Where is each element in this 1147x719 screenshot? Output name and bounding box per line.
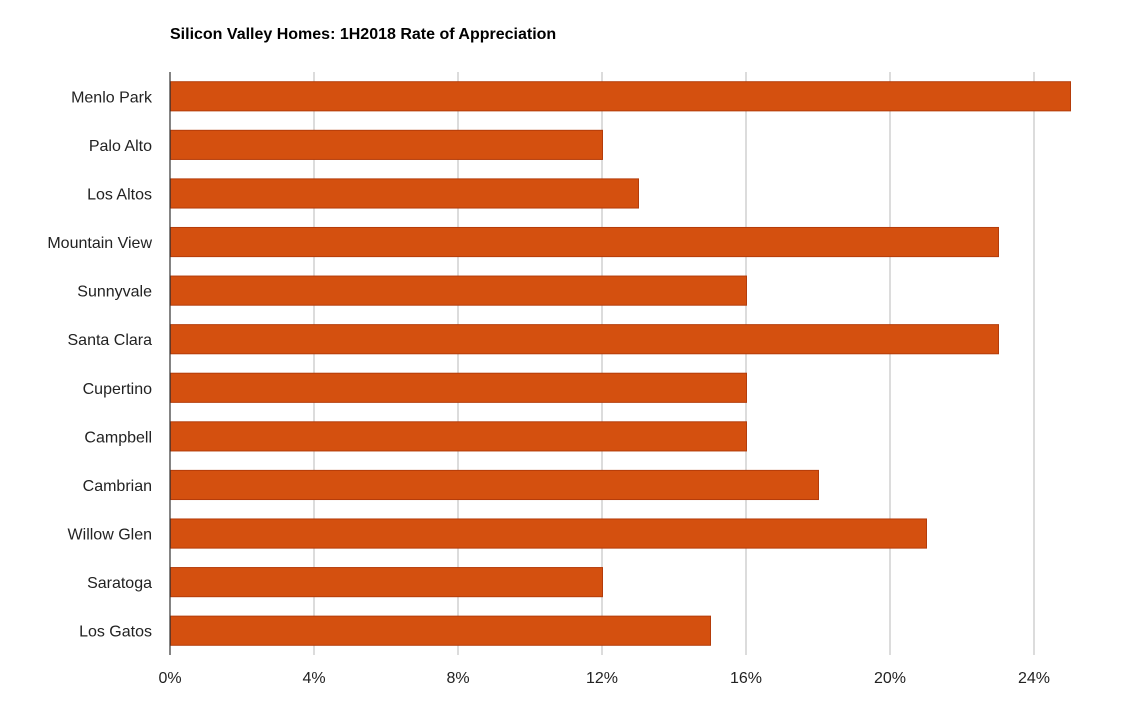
bar bbox=[170, 226, 999, 258]
x-tick-label: 4% bbox=[302, 670, 325, 687]
category-label: Mountain View bbox=[47, 235, 152, 252]
bar bbox=[170, 324, 999, 355]
category-label: Menlo Park bbox=[71, 89, 153, 106]
x-tick-label: 0% bbox=[158, 670, 181, 687]
bar bbox=[170, 178, 639, 209]
bar bbox=[170, 469, 819, 501]
gridlines bbox=[313, 72, 1035, 655]
category-label: Palo Alto bbox=[89, 138, 152, 155]
chart-title: Silicon Valley Homes: 1H2018 Rate of App… bbox=[170, 26, 557, 43]
bar bbox=[170, 615, 711, 646]
bar bbox=[170, 129, 603, 160]
category-label: Sunnyvale bbox=[77, 284, 152, 301]
category-label: Los Gatos bbox=[79, 624, 152, 641]
bars bbox=[170, 81, 1071, 646]
x-tick-label: 8% bbox=[446, 670, 469, 687]
x-tick-label: 16% bbox=[730, 670, 762, 687]
labels: 0% 4% 8% 12% 16% 20% 24% Menlo Park Palo Alto Los… bbox=[47, 89, 1050, 687]
bar bbox=[170, 518, 927, 549]
bar bbox=[170, 81, 1071, 112]
bar bbox=[170, 421, 747, 452]
category-label: Santa Clara bbox=[68, 332, 153, 349]
x-tick-label: 24% bbox=[1018, 670, 1050, 687]
category-label: Cupertino bbox=[83, 381, 152, 398]
category-label: Willow Glen bbox=[68, 527, 152, 544]
category-label: Campbell bbox=[84, 429, 152, 446]
x-tick-label: 20% bbox=[874, 670, 906, 687]
bar bbox=[170, 372, 747, 403]
bar bbox=[170, 275, 747, 306]
category-label: Saratoga bbox=[87, 575, 152, 592]
category-label: Los Altos bbox=[87, 186, 152, 203]
category-label: Cambrian bbox=[83, 478, 152, 495]
x-tick-label: 12% bbox=[586, 670, 618, 687]
bar bbox=[170, 567, 603, 598]
